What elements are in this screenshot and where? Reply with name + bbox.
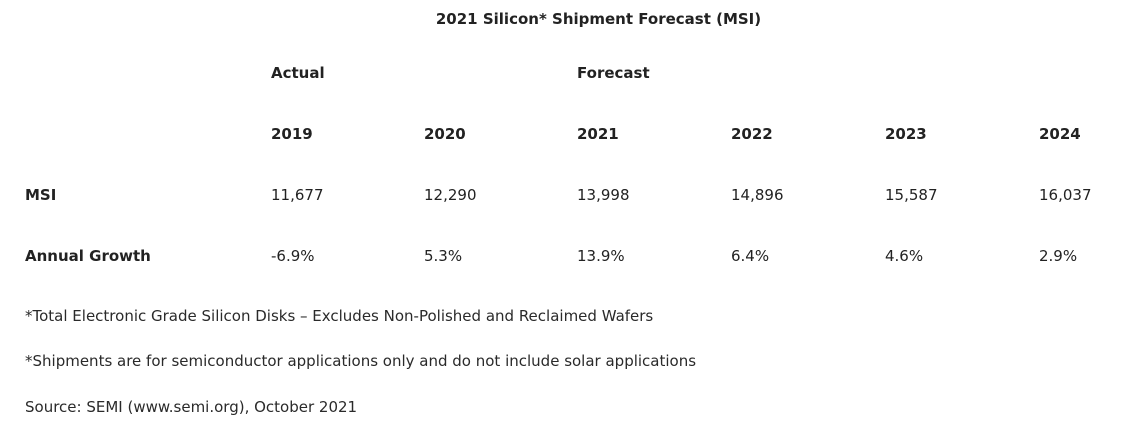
- column-header-2021: 2021: [577, 125, 619, 143]
- cell-growth-2022: 6.4%: [731, 247, 770, 265]
- source-note: Source: SEMI (www.semi.org), October 202…: [25, 398, 358, 416]
- cell-msi-2020: 12,290: [424, 186, 477, 204]
- cell-msi-2021: 13,998: [577, 186, 630, 204]
- cell-msi-2024: 16,037: [1039, 186, 1092, 204]
- cell-growth-2024: 2.9%: [1039, 247, 1078, 265]
- column-header-2024: 2024: [1039, 125, 1081, 143]
- column-header-2022: 2022: [731, 125, 773, 143]
- cell-growth-2020: 5.3%: [424, 247, 463, 265]
- footnote-silicon-definition: *Total Electronic Grade Silicon Disks – …: [25, 307, 654, 325]
- column-header-2020: 2020: [424, 125, 466, 143]
- row-label-annual-growth: Annual Growth: [25, 247, 151, 265]
- group-label-forecast: Forecast: [577, 64, 650, 82]
- cell-msi-2022: 14,896: [731, 186, 784, 204]
- cell-growth-2021: 13.9%: [577, 247, 625, 265]
- footnote-shipments-scope: *Shipments are for semiconductor applica…: [25, 352, 697, 370]
- cell-msi-2023: 15,587: [885, 186, 938, 204]
- row-label-msi: MSI: [25, 186, 57, 204]
- table-title: 2021 Silicon* Shipment Forecast (MSI): [435, 10, 762, 28]
- column-header-2019: 2019: [271, 125, 313, 143]
- cell-growth-2023: 4.6%: [885, 247, 924, 265]
- group-label-actual: Actual: [271, 64, 325, 82]
- cell-msi-2019: 11,677: [271, 186, 324, 204]
- cell-growth-2019: -6.9%: [271, 247, 315, 265]
- column-header-2023: 2023: [885, 125, 927, 143]
